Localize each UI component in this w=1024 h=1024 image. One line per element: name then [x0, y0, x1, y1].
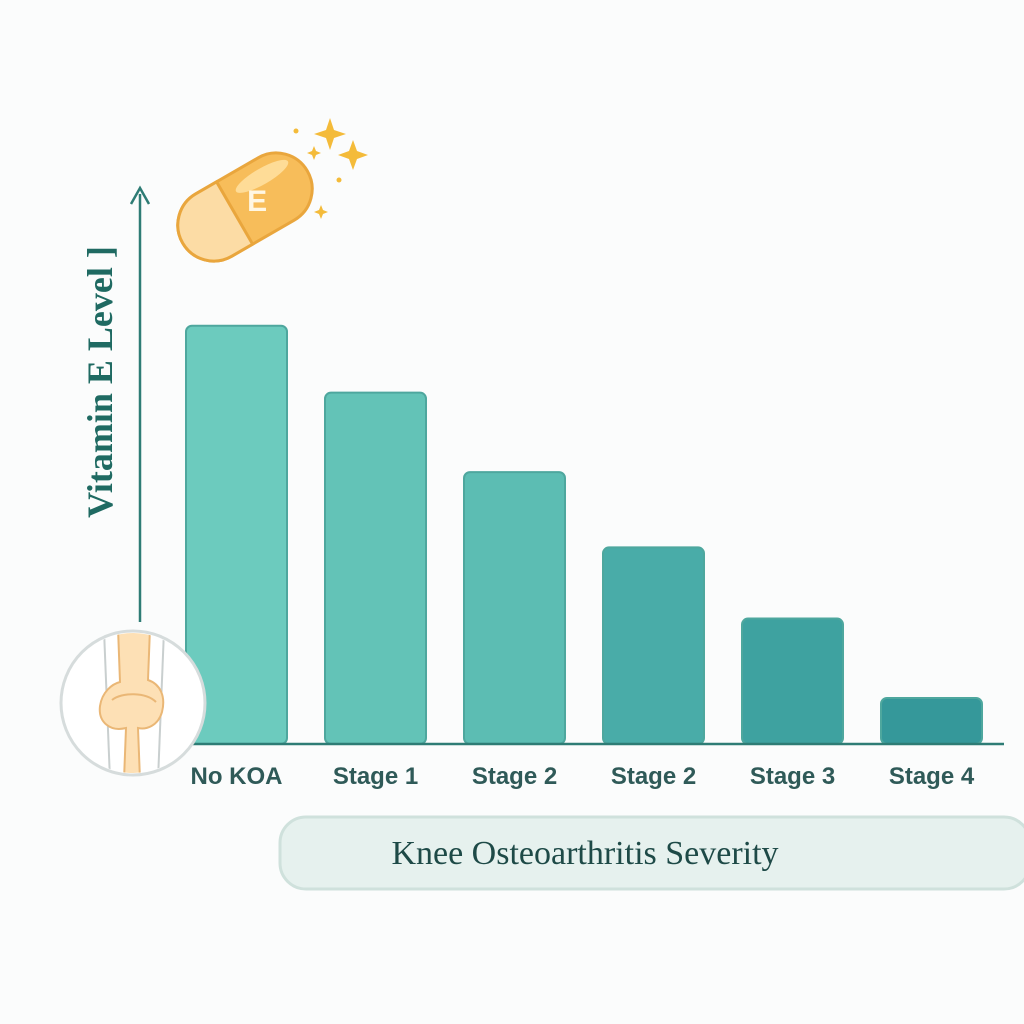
x-tick-label-3: Stage 2: [472, 763, 557, 790]
vitamin-e-capsule-icon: E: [176, 151, 314, 263]
knee-joint-icon: [59, 629, 207, 777]
bar-4: [602, 546, 705, 746]
bars-group: [185, 324, 983, 746]
x-tick-label-2: Stage 1: [333, 763, 418, 790]
bar-3: [463, 471, 566, 745]
bar-5: [741, 617, 844, 745]
y-axis-label: Vitamin E Level ]: [80, 246, 120, 518]
pill-letter: E: [247, 185, 267, 218]
x-tick-labels: No KOA Stage 1 Stage 2 Stage 2 Stage 3 Stage …: [191, 763, 975, 790]
x-tick-label-4: Stage 2: [611, 763, 696, 790]
x-axis-label-box: [278, 815, 1024, 891]
x-tick-label-5: Stage 3: [750, 763, 835, 790]
x-tick-label-1: No KOA: [191, 763, 283, 790]
x-axis-label: Knee Osteoarthritis Severity: [391, 835, 778, 872]
bar-6: [880, 696, 983, 746]
bar-2: [324, 391, 427, 745]
sparkle-icon: [293, 118, 368, 219]
y-axis-arrowhead: [129, 185, 151, 205]
x-tick-label-6: Stage 4: [889, 763, 975, 790]
